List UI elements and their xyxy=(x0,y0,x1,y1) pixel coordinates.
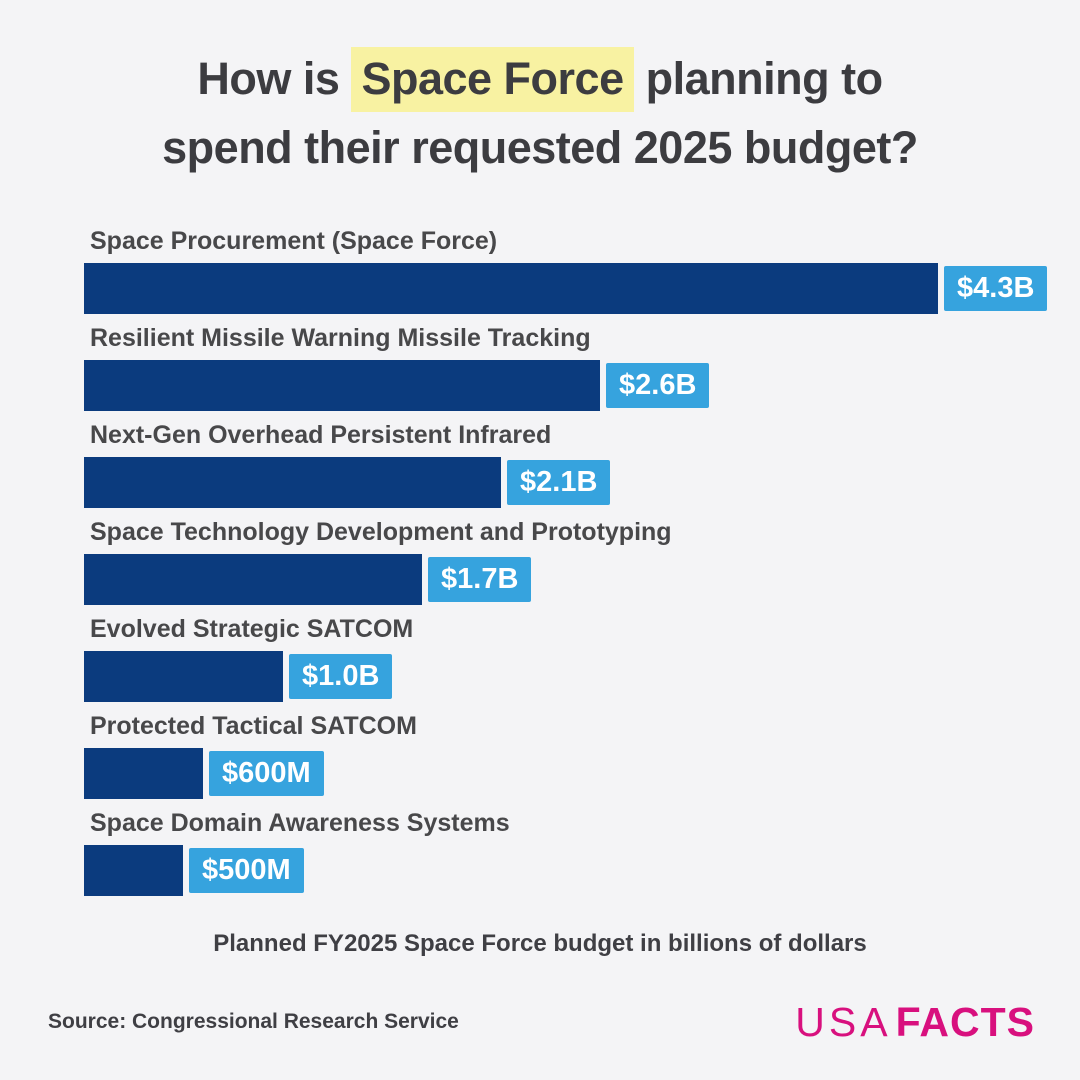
bar-row: Evolved Strategic SATCOM $1.0B xyxy=(84,616,1080,702)
bar xyxy=(84,651,283,702)
bar xyxy=(84,360,600,411)
chart-caption: Planned FY2025 Space Force budget in bil… xyxy=(213,930,867,957)
bar-value-badge: $1.7B xyxy=(428,557,532,602)
bar-row: Protected Tactical SATCOM $600M xyxy=(84,713,1080,799)
bar-category-label: Protected Tactical SATCOM xyxy=(90,712,417,740)
logo-usa-text: USA xyxy=(795,998,892,1045)
bar-row: Space Technology Development and Prototy… xyxy=(84,519,1080,605)
bar-value-badge: $4.3B xyxy=(944,266,1048,311)
bar-category-label: Space Procurement (Space Force) xyxy=(90,227,498,255)
logo-facts-text: FACTS xyxy=(895,998,1035,1045)
bar-category-label: Next-Gen Overhead Persistent Infrared xyxy=(90,421,552,449)
bar-row: Resilient Missile Warning Missile Tracki… xyxy=(84,325,1080,411)
bar-category-label: Space Technology Development and Prototy… xyxy=(90,518,672,546)
bar-category-label: Resilient Missile Warning Missile Tracki… xyxy=(90,324,591,352)
bar-line: $500M xyxy=(84,845,1080,896)
page-title: How is Space Force planning to spend the… xyxy=(0,0,1080,182)
bar-line: $1.7B xyxy=(84,554,1080,605)
title-line2: spend their requested 2025 budget? xyxy=(162,122,918,173)
bar-category-label: Space Domain Awareness Systems xyxy=(90,809,510,837)
bar-value-badge: $600M xyxy=(209,751,324,796)
bar-value-badge: $2.1B xyxy=(507,460,611,505)
title-highlight: Space Force xyxy=(351,47,634,112)
bar-row: Space Procurement (Space Force) $4.3B xyxy=(84,228,1080,314)
usafacts-logo: USAFACTS xyxy=(795,999,1035,1046)
source-note: Source: Congressional Research Service xyxy=(48,1010,459,1033)
title-line1-pre: How is xyxy=(197,53,340,104)
bar-category-label: Evolved Strategic SATCOM xyxy=(90,615,414,643)
bar-value-badge: $500M xyxy=(189,848,304,893)
bar-chart: Space Procurement (Space Force) $4.3B Resi… xyxy=(0,228,1080,896)
bar-row: Next-Gen Overhead Persistent Infrared $2.… xyxy=(84,422,1080,508)
title-line1-post: planning to xyxy=(645,53,883,104)
bar xyxy=(84,748,203,799)
bar xyxy=(84,457,501,508)
bar xyxy=(84,845,183,896)
bar xyxy=(84,263,938,314)
bar-line: $2.6B xyxy=(84,360,1080,411)
bar-line: $600M xyxy=(84,748,1080,799)
bar-line: $1.0B xyxy=(84,651,1080,702)
bar-value-badge: $1.0B xyxy=(289,654,393,699)
bar-value-badge: $2.6B xyxy=(606,363,710,408)
footer: Source: Congressional Research Service U… xyxy=(48,998,1035,1046)
bar-line: $4.3B xyxy=(84,263,1080,314)
bar xyxy=(84,554,422,605)
bar-row: Space Domain Awareness Systems $500M xyxy=(84,810,1080,896)
bar-line: $2.1B xyxy=(84,457,1080,508)
